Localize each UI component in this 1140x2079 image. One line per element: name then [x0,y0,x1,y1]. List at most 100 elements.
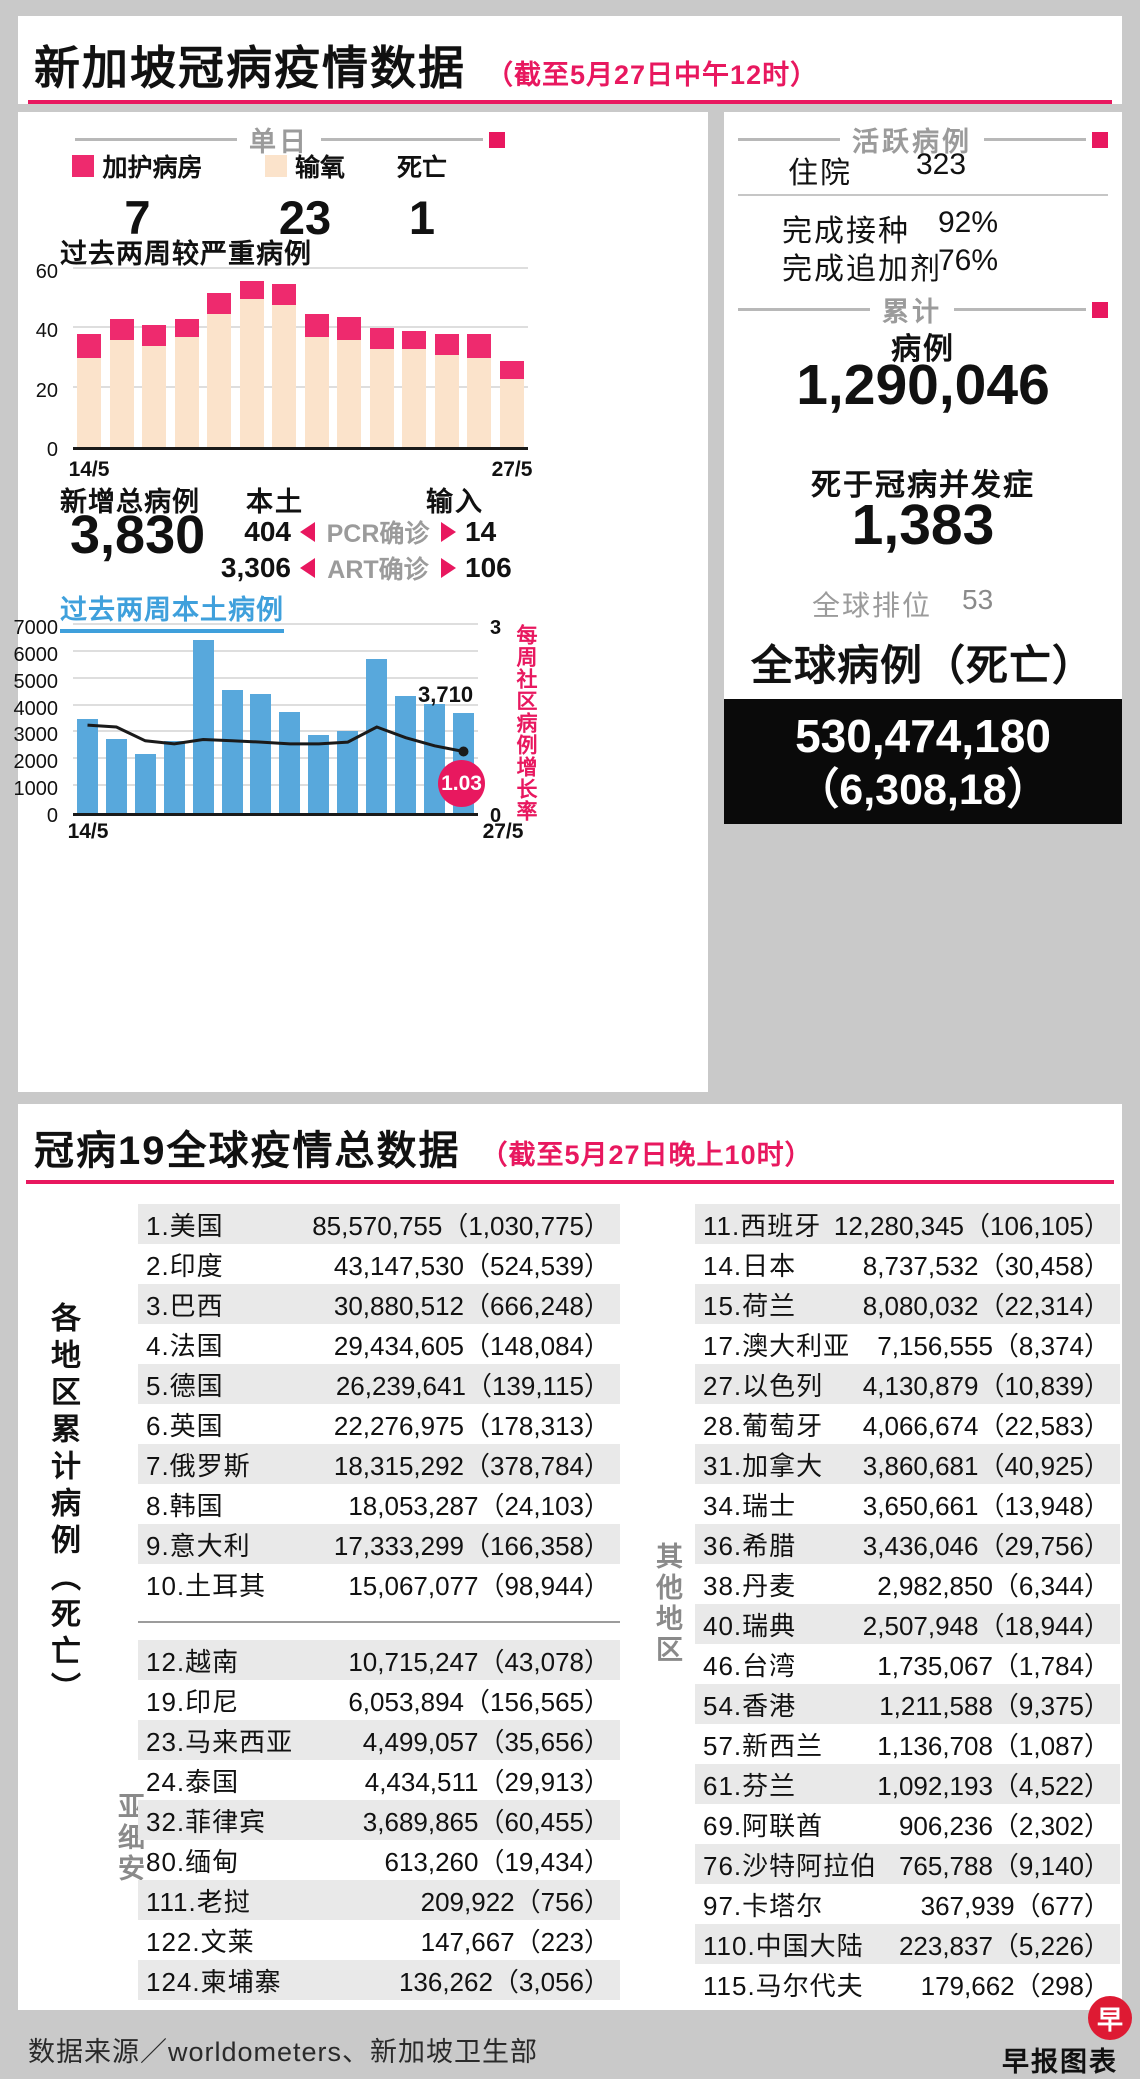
others-group-label: 其他地区 [652,1542,682,1666]
global-table-panel: 冠病19全球疫情总数据 （截至5月27日晚上10时） 各地区累计病例（死亡） 亚… [18,1104,1122,2010]
country-cases-deaths: 15,067,077（98,944） [348,1570,610,1601]
global-cases-title: 全球病例（死亡） [750,642,1095,689]
country-name: 12.越南 [146,1646,240,1677]
header-accent-square [489,131,505,148]
table-row: 9.意大利 17,333,299（166,358） [138,1524,620,1564]
country-name: 5.德国 [146,1370,224,1401]
cumulative-cases-label: 病例 [891,333,955,366]
country-cases-deaths: 3,436,046（29,756） [862,1530,1110,1561]
stacked-bar [109,319,134,447]
country-name: 28.葡萄牙 [703,1410,824,1441]
imported-label: 输入 [426,487,484,517]
country-cases-deaths: 613,260（19,434） [384,1846,610,1877]
country-cases-deaths: 906,236（2,302） [898,1810,1110,1841]
section-header-cumulative: 累计 [738,290,1108,329]
country-cases-deaths: 85,570,755（1,030,775） [312,1210,610,1241]
vaccinated-value: 92% [938,206,999,239]
vaccinated-label: 完成接种 [782,215,910,248]
local-cases-chart [73,623,478,816]
gridline [73,784,478,787]
country-name: 17.澳大利亚 [703,1330,851,1361]
country-name: 115.马尔代夫 [703,1970,864,2001]
oxygen-legend-label: 输氧 [294,154,345,182]
page-title: 新加坡冠病疫情数据 [34,42,466,94]
cumulative-cases-value: 1,290,046 [796,353,1050,417]
stacked-bar [142,325,167,447]
section-header-daily: 单日 [75,120,505,159]
axis-tick-label: 1000 [13,778,59,801]
global-section-rule [26,1180,1114,1184]
table-row: 31.加拿大 3,860,681（40,925） [695,1444,1120,1484]
growth-rate-axis-label: 每周社区病例增长率 [514,624,537,822]
title-timestamp: （截至5月27日中午12时） [486,60,819,90]
death-count: 1 [408,191,436,244]
country-cases-deaths: 2,982,850（6,344） [877,1570,1110,1601]
booster-value: 76% [938,244,999,277]
header-line [954,308,1086,311]
zaobao-logo: 早 [1088,1996,1132,2040]
country-cases-deaths: 22,276,975（178,313） [333,1410,610,1441]
local-chart-y-axis: 0 1000 2000 3000 4000 5000 6000 7000 [14,617,66,827]
growth-rate-badge: 1.03 [438,760,485,807]
left-triangle-icon [300,522,315,542]
table-row: 124.柬埔寨 136,262（3,056） [138,1960,620,2000]
country-name: 57.新西兰 [703,1730,824,1761]
axis-tick-label: 40 [35,320,58,343]
table-row: 57.新西兰 1,136,708（1,087） [695,1724,1120,1764]
country-name: 6.英国 [146,1410,224,1441]
imported-pcr-value: 14 [465,516,497,547]
table-row: 111.老挝 209,922（756） [138,1880,620,1920]
stacked-bar [434,334,459,447]
table-row: 46.台湾 1,735,067（1,784） [695,1644,1120,1684]
local-chart-x-start: 14/5 [67,820,109,843]
country-cases-deaths: 223,837（5,226） [898,1930,1110,1961]
axis-tick-label: 6000 [13,643,59,666]
global-section-title: 冠病19全球疫情总数据 [34,1129,461,1173]
country-cases-deaths: 1,136,708（1,087） [877,1730,1110,1761]
daily-panel: 单日 加护病房 7 输氧 23 死亡 1 过去两周较严重病例 0 20 40 60 1… [14,112,708,1092]
local-case-bar [366,658,388,813]
country-cases-deaths: 2,507,948（18,944） [862,1610,1110,1641]
table-row: 110.中国大陆 223,837（5,226） [695,1924,1120,1964]
oxygen-legend-swatch [264,155,287,177]
table-row: 3.巴西 30,880,512（666,248） [138,1284,620,1324]
top10-country-list: 1.美国 85,570,755（1,030,775） 2.印度 43,147,530（… [138,1204,620,1604]
country-name: 27.以色列 [703,1370,824,1401]
new-total-label: 新增总病例 [60,487,200,517]
art-row: 3,306 ART确诊 106 [201,550,537,586]
cumulative-deaths-label: 死于冠病并发症 [811,469,1035,502]
gridline [73,267,528,269]
hospitalized-value: 323 [916,148,967,181]
section-header-active: 活跃病例 [738,120,1108,159]
axis-tick-label: 60 [35,261,58,283]
left-triangle-icon [300,558,315,578]
country-cases-deaths: 4,434,511（29,913） [364,1766,610,1797]
global-section-title-line: 冠病19全球疫情总数据 （截至5月27日晚上10时） [34,1118,813,1176]
local-case-bar [192,639,214,813]
country-name: 40.瑞典 [703,1610,797,1641]
country-name: 4.法国 [146,1330,224,1361]
gridline [73,649,478,652]
country-name: 110.中国大陆 [703,1930,864,1961]
country-cases-deaths: 136,262（3,056） [398,1966,610,1997]
table-row: 5.德国 26,239,641（139,115） [138,1364,620,1404]
icu-count: 7 [124,191,151,244]
table-row: 24.泰国 4,434,511（29,913） [138,1760,620,1800]
table-row: 1.美国 85,570,755（1,030,775） [138,1204,620,1244]
imported-art-value: 106 [465,552,512,583]
axis-tick-label: 0 [490,805,502,827]
axis-tick-label: 0 [46,805,58,827]
stacked-bar [239,280,264,447]
section-label-active: 活跃病例 [852,127,972,157]
local-case-bar [105,739,127,813]
country-cases-deaths: 3,650,661（13,948） [862,1490,1110,1521]
country-cases-deaths: 6,053,894（156,565） [348,1686,610,1717]
country-name: 80.缅甸 [146,1846,240,1877]
country-name: 76.沙特阿拉伯 [703,1850,878,1881]
table-row: 69.阿联酋 906,236（2,302） [695,1804,1120,1844]
header-accent-square [1092,131,1108,148]
growth-rate-line [87,723,469,757]
table-row: 17.澳大利亚 7,156,555（8,374） [695,1324,1120,1364]
asean-country-list: 12.越南 10,715,247（43,078） 19.印尼 6,053,894（15… [138,1640,620,2000]
table-row: 14.日本 8,737,532（30,458） [695,1244,1120,1284]
